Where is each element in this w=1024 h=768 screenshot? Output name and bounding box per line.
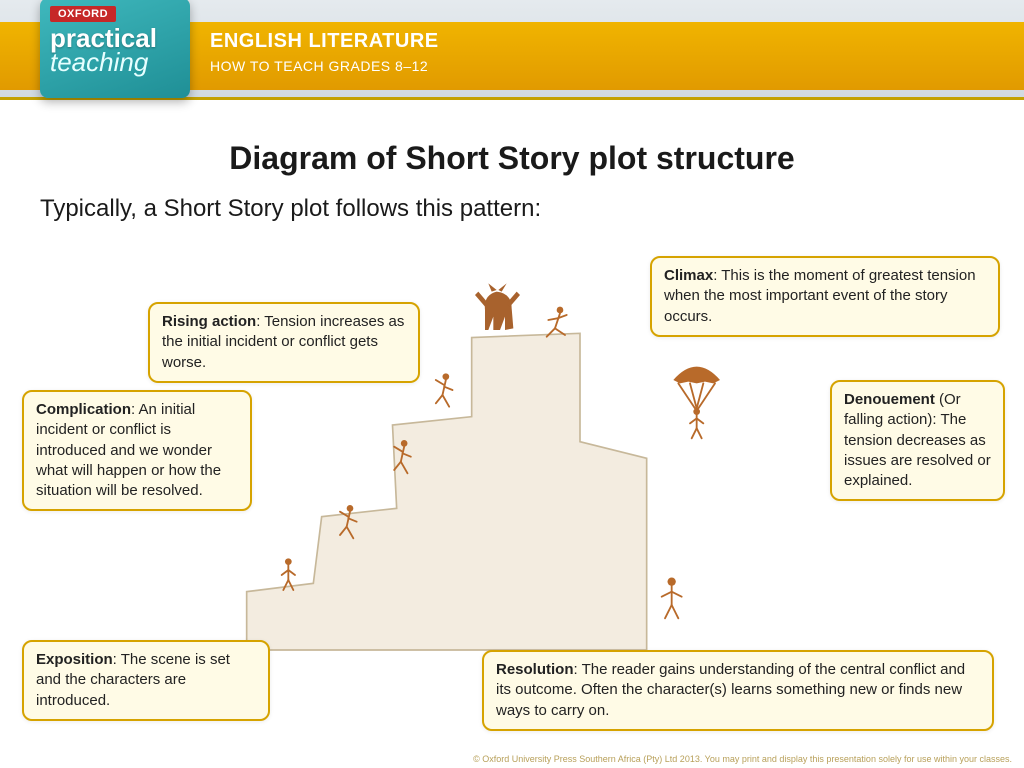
callout-complication: Complication: An initial incident or con… xyxy=(22,390,252,511)
term-climax: Climax xyxy=(664,267,713,284)
term-complication: Complication xyxy=(36,401,131,418)
callout-climax: Climax: This is the moment of greatest t… xyxy=(650,256,1000,337)
figure-running-top xyxy=(547,307,567,337)
callout-denouement: Denouement (Or falling action): The tens… xyxy=(830,380,1005,501)
brand-logo: OXFORD practical teaching xyxy=(40,0,190,98)
header: OXFORD practical teaching ENGLISH LITERA… xyxy=(0,0,1024,100)
figure-climbing-2 xyxy=(394,440,411,473)
brand-oxford: OXFORD xyxy=(50,6,116,22)
callout-resolution: Resolution: The reader gains understandi… xyxy=(482,650,994,731)
diagram-area: Rising action: Tension increases as the … xyxy=(0,250,1024,738)
header-grades: HOW TO TEACH GRADES 8–12 xyxy=(210,58,428,74)
page-title: Diagram of Short Story plot structure xyxy=(0,140,1024,177)
figure-monster xyxy=(475,283,520,330)
callout-exposition: Exposition: The scene is set and the cha… xyxy=(22,640,270,721)
brand-line2: teaching xyxy=(50,51,180,74)
header-subject: ENGLISH LITERATURE xyxy=(210,30,439,53)
figure-parachute xyxy=(673,367,720,439)
term-denouement: Denouement xyxy=(844,391,935,408)
page-subtitle: Typically, a Short Story plot follows th… xyxy=(40,195,1024,223)
term-exposition: Exposition xyxy=(36,651,113,668)
callout-rising-action: Rising action: Tension increases as the … xyxy=(148,302,420,383)
term-resolution: Resolution xyxy=(496,661,574,678)
footer-copyright: © Oxford University Press Southern Afric… xyxy=(473,754,1012,764)
figure-climbing-3 xyxy=(436,373,453,406)
term-rising: Rising action xyxy=(162,313,256,330)
figure-standing-start xyxy=(282,558,295,590)
figure-climbing-1 xyxy=(340,505,357,538)
figure-standing-end xyxy=(662,578,682,619)
